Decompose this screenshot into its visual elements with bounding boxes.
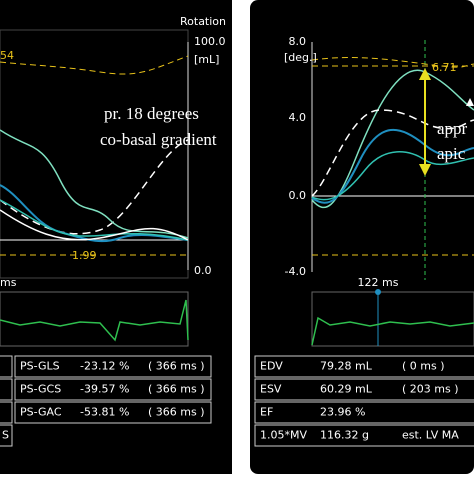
- table-text: S: [2, 429, 9, 442]
- axis-label: 0.0: [289, 189, 307, 202]
- table-text: 23.96 %: [320, 406, 365, 419]
- table-text: EF: [260, 406, 273, 419]
- table-cell: [254, 401, 474, 424]
- left-curve-4: [0, 209, 189, 241]
- left-dashed-curve: [0, 55, 189, 75]
- table-text: PS-GAC: [20, 406, 62, 419]
- peak-value: 6.71: [432, 61, 457, 74]
- table-text: 60.29 mL: [320, 383, 373, 396]
- left-table: PS-GLS -23.12 % ( 366 ms ) PS-GCS -39.57 % ( …: [0, 355, 212, 447]
- table-cell: [14, 401, 212, 424]
- table-text: ( 203 ms ): [402, 383, 459, 396]
- table-text: 1.05*MV: [260, 429, 307, 442]
- table-text: EDV: [260, 360, 283, 373]
- left-panel: [0, 0, 232, 474]
- right-curve-1: [311, 69, 474, 209]
- ecg-frame: [311, 291, 474, 347]
- table-text: PS-GCS: [20, 383, 61, 396]
- table-cell: [0, 355, 13, 378]
- table-text: 116.32 g: [320, 429, 369, 442]
- table-cell: [0, 378, 13, 401]
- table-text: -23.12 %: [80, 360, 129, 373]
- axis-label: -4.0: [285, 265, 306, 278]
- right-curve-2: [311, 129, 474, 204]
- time-label: ms: [0, 276, 17, 289]
- left-curve-1: [0, 129, 189, 239]
- arrow-head: [419, 68, 431, 80]
- axis-label: 4.0: [289, 111, 307, 124]
- table-text: ( 0 ms ): [402, 360, 445, 373]
- time-marker-dot: [375, 289, 381, 295]
- ecg-trace: [0, 299, 189, 342]
- marker-value: 1.99: [72, 249, 97, 262]
- annotation: pr. 18 degrees: [104, 104, 199, 123]
- right-dashed-curve: [311, 56, 474, 68]
- time-label: 122 ms: [358, 276, 399, 289]
- axis-title: Rotation: [180, 15, 226, 28]
- table-text: 79.28 mL: [320, 360, 373, 373]
- annotation: appr: [437, 119, 468, 138]
- annotation: apic: [437, 144, 466, 163]
- table-cell: [14, 378, 212, 401]
- axis-label: 8.0: [289, 35, 307, 48]
- table-text: -39.57 %: [80, 383, 129, 396]
- annotation: co-basal gradient: [100, 130, 217, 149]
- table-cell: [254, 378, 474, 401]
- table-text: ( 366 ms ): [148, 360, 205, 373]
- axis-top: 100.0: [194, 35, 226, 48]
- table-text: -53.81 %: [80, 406, 129, 419]
- right-curve-3: [311, 151, 474, 201]
- ecg-trace: [311, 316, 474, 346]
- table-text: PS-GLS: [20, 360, 60, 373]
- axis-unit: [mL]: [194, 53, 219, 66]
- left-curve-3: [0, 199, 189, 241]
- triangle-marker: [466, 98, 474, 106]
- axis-bottom: 0.0: [194, 264, 212, 277]
- axis-unit: [deg.]: [284, 51, 317, 64]
- table-cell: [0, 424, 13, 447]
- table-cell: [14, 355, 212, 378]
- table-cell: [254, 355, 474, 378]
- table-text: ( 366 ms ): [148, 383, 205, 396]
- right-white-dashed: [311, 109, 474, 197]
- table-cell: [0, 401, 13, 424]
- right-table: EDV 79.28 mL ( 0 ms ) ESV 60.29 mL ( 203 ms )…: [254, 355, 474, 447]
- table-text: ESV: [260, 383, 282, 396]
- table-text: est. LV MA: [402, 429, 459, 442]
- ecg-frame: [0, 291, 189, 347]
- table-text: ( 366 ms ): [148, 406, 205, 419]
- arrow-head: [419, 164, 431, 176]
- left-white-dashed: [0, 139, 189, 235]
- table-cell: [254, 424, 474, 447]
- corner-value: 54: [0, 49, 14, 62]
